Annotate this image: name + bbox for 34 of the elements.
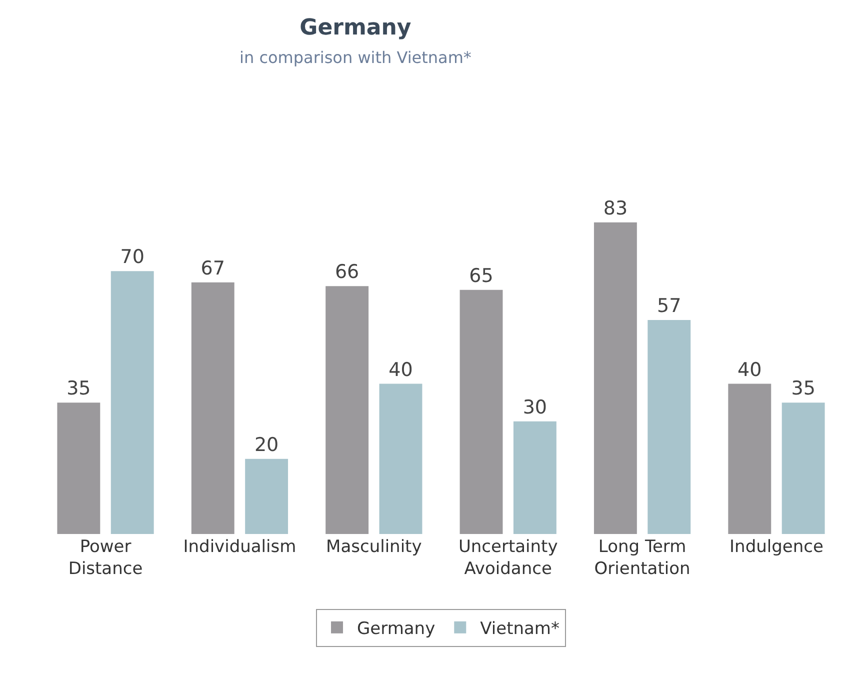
bar <box>460 290 503 534</box>
bar <box>110 271 154 534</box>
bar <box>326 286 369 534</box>
data-label: 20 <box>254 434 279 456</box>
chart-title: Germany <box>300 15 412 40</box>
x-tick-label: Individualism <box>183 537 296 557</box>
data-label: 40 <box>388 358 413 381</box>
data-label: 57 <box>657 294 682 317</box>
data-label: 67 <box>200 257 225 280</box>
x-tick-label: Uncertainty Avoidance <box>458 537 558 580</box>
bar <box>245 458 288 534</box>
x-tick-label: Power Distance <box>68 537 143 580</box>
bar <box>594 222 637 534</box>
chart-subtitle: in comparison with Vietnam* <box>240 48 472 68</box>
bar <box>379 384 422 534</box>
bar <box>191 282 234 534</box>
bar <box>57 402 100 534</box>
x-tick-label: Long Term Orientation <box>594 537 690 580</box>
x-tick-label: Masculinity <box>326 537 422 557</box>
bar <box>782 402 825 534</box>
legend-label: Germany <box>357 618 436 639</box>
data-label: 30 <box>522 396 548 418</box>
bar <box>728 384 772 534</box>
data-label: 40 <box>738 358 762 381</box>
x-tick-label: Indulgence <box>730 537 824 557</box>
legend-label: Vietnam* <box>480 618 560 639</box>
data-label: 65 <box>469 264 494 287</box>
data-label: 66 <box>334 261 360 284</box>
bar <box>513 421 556 534</box>
data-label: 35 <box>66 378 91 400</box>
data-label: 83 <box>603 197 628 220</box>
data-label: 70 <box>120 246 144 268</box>
bar <box>648 320 691 534</box>
data-label: 35 <box>791 378 816 400</box>
